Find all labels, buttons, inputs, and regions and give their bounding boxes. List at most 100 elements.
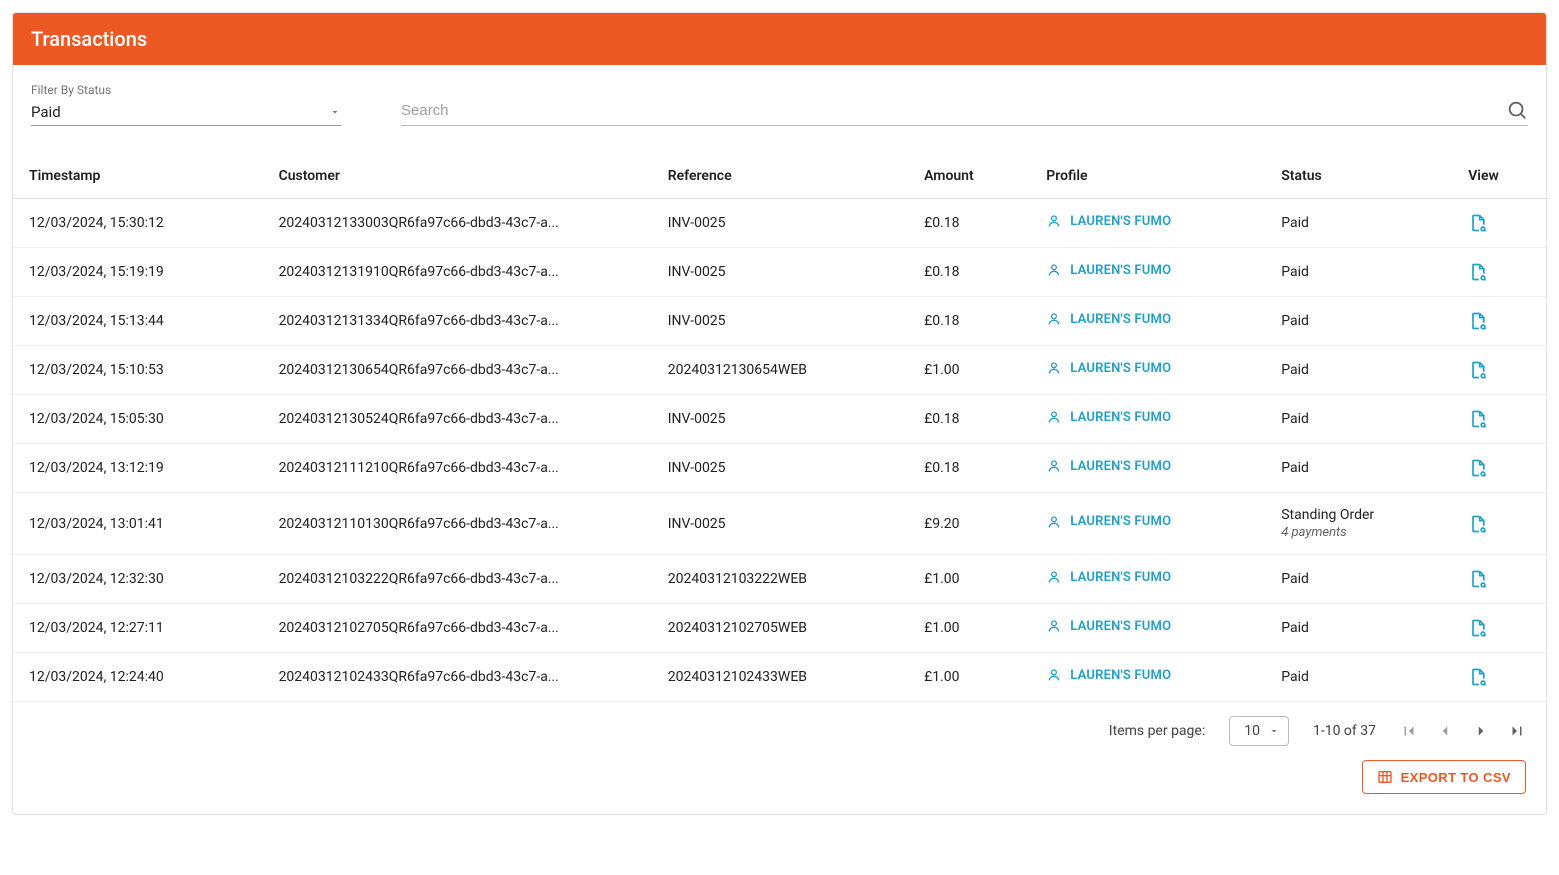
cell-status: Paid xyxy=(1265,248,1452,297)
status-select[interactable]: Paid xyxy=(31,99,341,126)
cell-profile: LAUREN'S FUMO xyxy=(1030,444,1265,493)
cell-status: Paid xyxy=(1265,444,1452,493)
cell-amount: £0.18 xyxy=(908,297,1030,346)
cell-timestamp: 12/03/2024, 15:10:53 xyxy=(13,346,263,395)
cell-profile: LAUREN'S FUMO xyxy=(1030,493,1265,555)
table-row: 12/03/2024, 13:12:1920240312111210QR6fa9… xyxy=(13,444,1546,493)
cell-customer: 20240312111210QR6fa97c66-dbd3-43c7-a... xyxy=(263,444,652,493)
table-row: 12/03/2024, 15:30:1220240312133003QR6fa9… xyxy=(13,199,1546,248)
cell-view xyxy=(1452,297,1546,346)
search-field[interactable] xyxy=(401,95,1528,126)
col-customer: Customer xyxy=(263,154,652,199)
user-icon xyxy=(1046,569,1062,585)
table-row: 12/03/2024, 12:32:3020240312103222QR6fa9… xyxy=(13,555,1546,604)
view-button[interactable] xyxy=(1468,514,1530,534)
user-icon xyxy=(1046,213,1062,229)
profile-link[interactable]: LAUREN'S FUMO xyxy=(1046,514,1171,530)
chevron-down-icon xyxy=(1268,725,1280,737)
profile-name: LAUREN'S FUMO xyxy=(1070,459,1171,474)
cell-customer: 20240312133003QR6fa97c66-dbd3-43c7-a... xyxy=(263,199,652,248)
view-button[interactable] xyxy=(1468,262,1530,282)
cell-amount: £0.18 xyxy=(908,444,1030,493)
status-text: Paid xyxy=(1281,411,1309,427)
cell-timestamp: 12/03/2024, 13:01:41 xyxy=(13,493,263,555)
status-text: Paid xyxy=(1281,669,1309,685)
cell-amount: £0.18 xyxy=(908,248,1030,297)
profile-link[interactable]: LAUREN'S FUMO xyxy=(1046,262,1171,278)
items-per-page-label: Items per page: xyxy=(1109,723,1205,739)
view-button[interactable] xyxy=(1468,360,1530,380)
view-button[interactable] xyxy=(1468,618,1530,638)
export-bar: EXPORT TO CSV xyxy=(13,760,1546,814)
profile-name: LAUREN'S FUMO xyxy=(1070,214,1171,229)
search-input[interactable] xyxy=(401,102,1498,119)
view-button[interactable] xyxy=(1468,311,1530,331)
paginator-nav xyxy=(1400,722,1526,740)
col-timestamp: Timestamp xyxy=(13,154,263,199)
cell-amount: £1.00 xyxy=(908,346,1030,395)
table-row: 12/03/2024, 12:24:4020240312102433QR6fa9… xyxy=(13,653,1546,702)
col-amount: Amount xyxy=(908,154,1030,199)
profile-link[interactable]: LAUREN'S FUMO xyxy=(1046,360,1171,376)
profile-name: LAUREN'S FUMO xyxy=(1070,312,1171,327)
profile-name: LAUREN'S FUMO xyxy=(1070,410,1171,425)
profile-link[interactable]: LAUREN'S FUMO xyxy=(1046,311,1171,327)
cell-reference: INV-0025 xyxy=(652,444,908,493)
export-csv-button[interactable]: EXPORT TO CSV xyxy=(1362,760,1526,794)
profile-link[interactable]: LAUREN'S FUMO xyxy=(1046,569,1171,585)
cell-timestamp: 12/03/2024, 15:19:19 xyxy=(13,248,263,297)
view-button[interactable] xyxy=(1468,213,1530,233)
table-row: 12/03/2024, 15:05:3020240312130524QR6fa9… xyxy=(13,395,1546,444)
profile-link[interactable]: LAUREN'S FUMO xyxy=(1046,409,1171,425)
status-text: Paid xyxy=(1281,215,1309,231)
profile-link[interactable]: LAUREN'S FUMO xyxy=(1046,667,1171,683)
profile-link[interactable]: LAUREN'S FUMO xyxy=(1046,458,1171,474)
user-icon xyxy=(1046,311,1062,327)
page-size-select[interactable]: 10 xyxy=(1229,716,1289,746)
transactions-card: Transactions Filter By Status Paid Times… xyxy=(12,12,1547,815)
prev-page-button[interactable] xyxy=(1436,722,1454,740)
cell-customer: 20240312102433QR6fa97c66-dbd3-43c7-a... xyxy=(263,653,652,702)
first-page-button[interactable] xyxy=(1400,722,1418,740)
cell-view xyxy=(1452,346,1546,395)
user-icon xyxy=(1046,618,1062,634)
cell-amount: £1.00 xyxy=(908,604,1030,653)
cell-reference: INV-0025 xyxy=(652,395,908,444)
profile-name: LAUREN'S FUMO xyxy=(1070,361,1171,376)
cell-timestamp: 12/03/2024, 15:30:12 xyxy=(13,199,263,248)
page-range: 1-10 of 37 xyxy=(1313,723,1376,739)
cell-reference: INV-0025 xyxy=(652,199,908,248)
cell-status: Paid xyxy=(1265,653,1452,702)
view-button[interactable] xyxy=(1468,667,1530,687)
view-button[interactable] xyxy=(1468,409,1530,429)
user-icon xyxy=(1046,458,1062,474)
table-row: 12/03/2024, 12:27:1120240312102705QR6fa9… xyxy=(13,604,1546,653)
next-page-button[interactable] xyxy=(1472,722,1490,740)
cell-status: Paid xyxy=(1265,346,1452,395)
last-page-button[interactable] xyxy=(1508,722,1526,740)
user-icon xyxy=(1046,262,1062,278)
profile-name: LAUREN'S FUMO xyxy=(1070,668,1171,683)
view-button[interactable] xyxy=(1468,458,1530,478)
cell-view xyxy=(1452,653,1546,702)
profile-link[interactable]: LAUREN'S FUMO xyxy=(1046,213,1171,229)
cell-profile: LAUREN'S FUMO xyxy=(1030,604,1265,653)
cell-view xyxy=(1452,395,1546,444)
status-subtext: 4 payments xyxy=(1281,525,1436,540)
cell-timestamp: 12/03/2024, 12:32:30 xyxy=(13,555,263,604)
export-label: EXPORT TO CSV xyxy=(1401,770,1511,785)
view-button[interactable] xyxy=(1468,569,1530,589)
cell-timestamp: 12/03/2024, 13:12:19 xyxy=(13,444,263,493)
status-text: Paid xyxy=(1281,460,1309,476)
cell-reference: 20240312103222WEB xyxy=(652,555,908,604)
cell-customer: 20240312130524QR6fa97c66-dbd3-43c7-a... xyxy=(263,395,652,444)
cell-view xyxy=(1452,555,1546,604)
status-text: Standing Order xyxy=(1281,507,1436,523)
cell-reference: 20240312102433WEB xyxy=(652,653,908,702)
cell-profile: LAUREN'S FUMO xyxy=(1030,297,1265,346)
cell-profile: LAUREN'S FUMO xyxy=(1030,653,1265,702)
search-icon[interactable] xyxy=(1506,99,1528,121)
profile-link[interactable]: LAUREN'S FUMO xyxy=(1046,618,1171,634)
cell-profile: LAUREN'S FUMO xyxy=(1030,248,1265,297)
user-icon xyxy=(1046,409,1062,425)
